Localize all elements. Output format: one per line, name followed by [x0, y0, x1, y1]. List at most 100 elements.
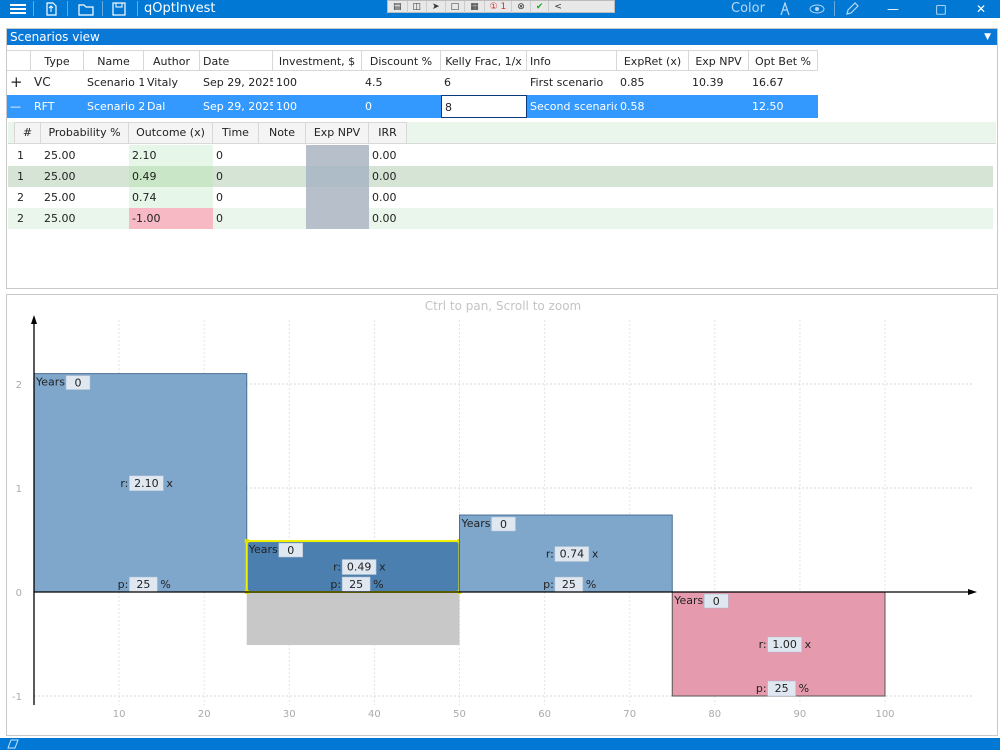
close-button[interactable]: ✕: [975, 2, 987, 16]
years-label: Years:: [673, 594, 707, 607]
outcome-row[interactable]: 1 25.00 2.10 0 0.00: [14, 145, 994, 166]
counter-badge[interactable]: ① 1: [485, 0, 513, 13]
eye-icon[interactable]: [804, 0, 830, 18]
x-tick-label: 10: [113, 709, 126, 720]
x-tick-label: 90: [794, 709, 807, 720]
y-axis-arrow: [31, 315, 37, 324]
r-unit-label: x: [805, 638, 812, 651]
color-label[interactable]: Color: [731, 1, 765, 16]
p-value: 25: [349, 578, 363, 591]
y-tick-label: 1: [16, 484, 22, 495]
col-header-kelly[interactable]: Kelly Frac, 1/x: [441, 50, 527, 71]
outcomes-table-header: # Probability % Outcome (x) Time Note Ex…: [14, 122, 407, 144]
clear-icon[interactable]: ⊗: [512, 0, 531, 13]
scenario-row-selected[interactable]: — RFT Scenario 2 Dal Sep 29, 2025 100 0 …: [7, 95, 818, 118]
scenarios-title: Scenarios view: [10, 30, 100, 44]
outcome-row[interactable]: 1 25.00 0.49 0 0.00: [14, 166, 407, 187]
col-header-author[interactable]: Author: [144, 50, 200, 71]
x-tick-label: 50: [453, 709, 466, 720]
collapse-button[interactable]: <: [554, 1, 562, 12]
outcome-row[interactable]: 2 25.00 0.74 0 0.00: [14, 187, 407, 208]
folder-icon[interactable]: [72, 0, 100, 18]
years-label: Years:: [248, 543, 282, 556]
app-title: qOptInvest: [144, 1, 216, 16]
x-tick-label: 100: [875, 709, 894, 720]
menu-icon[interactable]: [4, 0, 32, 18]
p-label: p:: [118, 578, 129, 591]
chart-hint: Ctrl to pan, Scroll to zoom: [424, 299, 582, 313]
x-tick-label: 70: [623, 709, 636, 720]
ok-icon[interactable]: ✔: [531, 0, 550, 13]
years-value: 0: [500, 518, 507, 531]
calc-icon[interactable]: ◫: [408, 0, 428, 13]
years-input-box: [65, 375, 91, 390]
resize-handle: [244, 539, 249, 544]
p-value: 25: [562, 578, 576, 591]
y-tick-label: 0: [16, 588, 22, 599]
r-value: 1.00: [772, 638, 797, 651]
r-input-box: [129, 475, 164, 492]
years-input-box: [704, 593, 729, 609]
expand-button[interactable]: +: [10, 73, 23, 91]
chevron-down-icon[interactable]: ▼: [984, 32, 991, 42]
col-header-info[interactable]: Info: [527, 50, 617, 71]
years-input-box: [491, 516, 516, 532]
report-icon[interactable]: ▤: [388, 0, 408, 13]
center-toolbar: ▤ ◫ ➤ □ ▦ ① 1 ⊗ ✔ <: [387, 0, 615, 13]
x-tick-label: 20: [198, 709, 211, 720]
r-label: r:: [546, 548, 554, 561]
chart-panel[interactable]: Ctrl to pan, Scroll to zoom 10 20 30 40 50 60…: [6, 294, 998, 736]
r-input-box: [554, 546, 590, 562]
years-value: 0: [287, 544, 294, 557]
minimize-button[interactable]: —: [887, 2, 899, 16]
scenario-row[interactable]: + VC Scenario 1 Vitaly Sep 29, 2025 100 …: [7, 71, 818, 94]
y-tick-label: -1: [12, 692, 22, 703]
r-input-box: [341, 559, 377, 575]
col-header-discount[interactable]: Discount %: [362, 50, 441, 71]
title-bar: qOptInvest ▤ ◫ ➤ □ ▦ ① 1 ⊗ ✔ < Color — □…: [0, 0, 1000, 18]
years-label: Years:: [461, 517, 495, 530]
r-unit-label: x: [592, 548, 599, 561]
kelly-edit-field[interactable]: 8: [441, 95, 527, 118]
r-value: 0.74: [560, 548, 585, 561]
x-tick-label: 80: [708, 709, 721, 720]
status-bar: [0, 738, 1000, 750]
col-header-type[interactable]: Type: [31, 50, 84, 71]
page-icon[interactable]: □: [446, 0, 466, 13]
pen-icon[interactable]: [772, 0, 798, 18]
col-header-expret[interactable]: ExpRet (x): [617, 50, 689, 71]
resize-grip-icon[interactable]: [6, 739, 20, 749]
col-header-date[interactable]: Date: [200, 50, 273, 71]
r-value: 2.10: [134, 477, 159, 490]
r-label: r:: [759, 638, 767, 651]
col-header-expnpv[interactable]: Exp NPV: [689, 50, 749, 71]
pointer-icon[interactable]: ➤: [427, 0, 446, 13]
outcome-row[interactable]: 2 25.00 -1.00 0 0.00: [14, 208, 407, 229]
r-label: r:: [333, 561, 341, 574]
col-header-optbet[interactable]: Opt Bet %: [749, 50, 818, 71]
p-value: 25: [775, 682, 789, 695]
export-icon[interactable]: [38, 0, 64, 18]
years-label: Years:: [35, 376, 69, 389]
years-input-box: [278, 542, 303, 558]
p-label: p:: [330, 578, 341, 591]
loss-shadow-bar: [246, 592, 460, 646]
r-label: r:: [120, 477, 128, 490]
col-header-investment[interactable]: Investment, $: [273, 50, 362, 71]
col-header-name[interactable]: Name: [84, 50, 144, 71]
p-unit-label: %: [799, 682, 809, 695]
p-unit-label: %: [160, 578, 170, 591]
collapse-row-button[interactable]: —: [7, 95, 31, 118]
p-unit-label: %: [586, 578, 596, 591]
y-tick-label: 2: [16, 380, 22, 391]
maximize-button[interactable]: □: [935, 2, 947, 16]
save-icon[interactable]: [106, 0, 132, 18]
x-tick-label: 40: [368, 709, 381, 720]
r-unit-label: x: [166, 477, 173, 490]
years-value: 0: [713, 595, 720, 608]
chart-icon[interactable]: ▦: [465, 0, 485, 13]
r-unit-label: x: [379, 561, 386, 574]
col-header-expander[interactable]: [7, 50, 31, 71]
edit-icon[interactable]: [839, 0, 865, 18]
